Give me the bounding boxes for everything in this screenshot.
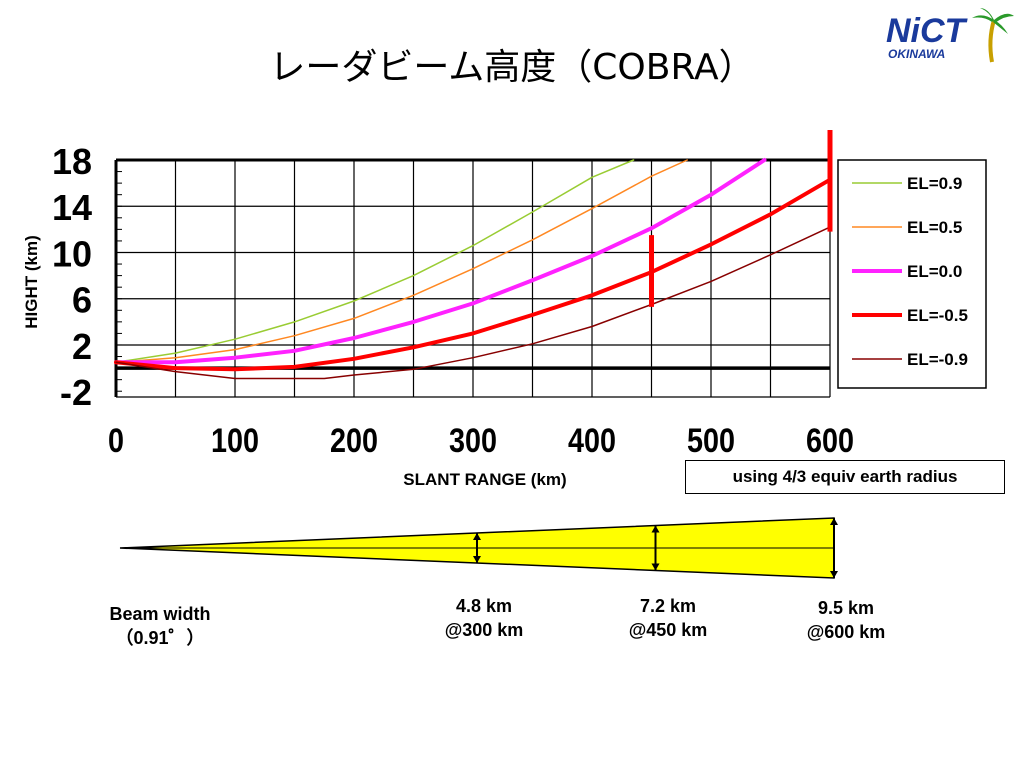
y-axis-tick-labels: -2 2 6 10 14 18 xyxy=(52,141,92,413)
beam-width-value: （0.91゜） xyxy=(115,628,205,648)
beam-width-arrows xyxy=(473,518,838,578)
chart-range-markers xyxy=(649,129,833,307)
beam-size-300: 4.8 km @300 km xyxy=(414,594,554,642)
arrow-head-down xyxy=(830,571,838,578)
chart-series xyxy=(114,158,832,380)
arrow-head-up xyxy=(473,533,481,540)
series-line xyxy=(115,159,688,364)
chart-legend: EL=0.9 EL=0.5 EL=0.0 EL=-0.5 EL=-0.9 xyxy=(837,159,987,389)
beam-size-range: @600 km xyxy=(806,622,886,642)
x-axis-label: SLANT RANGE (km) xyxy=(403,470,567,489)
beam-width-label: Beam width xyxy=(109,604,211,624)
earth-radius-note: using 4/3 equiv earth radius xyxy=(685,460,1005,494)
arrow-head-down xyxy=(473,556,481,563)
legend-label: EL=-0.5 xyxy=(907,306,968,325)
beam-size-range: @300 km xyxy=(444,620,524,640)
series-line xyxy=(115,226,831,380)
series-line xyxy=(114,158,767,365)
series-line xyxy=(114,177,832,372)
x-tick-label: 200 xyxy=(330,422,378,460)
x-tick-label: 100 xyxy=(211,422,259,460)
x-axis-tick-labels: 0 100 200 300 400 500 600 xyxy=(108,422,854,460)
beam-size-range: @450 km xyxy=(628,620,708,640)
nict-okinawa-logo: NiCT OKINAWA xyxy=(886,8,1014,63)
x-tick-label: 600 xyxy=(806,422,854,460)
x-tick-label: 500 xyxy=(687,422,735,460)
arrow-head-up xyxy=(830,518,838,525)
legend-label: EL=0.0 xyxy=(907,262,962,281)
legend-label: EL=-0.9 xyxy=(907,350,968,369)
y-tick-label: 14 xyxy=(52,187,92,228)
series-line xyxy=(115,159,635,364)
x-tick-label: 400 xyxy=(568,422,616,460)
x-tick-label: 0 xyxy=(108,422,124,460)
svg-text:OKINAWA: OKINAWA xyxy=(888,47,945,61)
arrow-head-up xyxy=(651,525,660,533)
beam-size-value: 4.8 km xyxy=(455,596,513,616)
y-tick-label: -2 xyxy=(60,372,92,413)
arrow-head-down xyxy=(651,563,660,571)
y-tick-label: 18 xyxy=(52,141,92,182)
x-tick-label: 300 xyxy=(449,422,497,460)
y-tick-label: 6 xyxy=(72,280,92,321)
legend-label: EL=0.5 xyxy=(907,218,962,237)
page-title: レーダビーム高度（COBRA） xyxy=(269,47,755,88)
beam-width-caption: Beam width （0.91゜） xyxy=(80,602,240,650)
legend-box xyxy=(837,159,987,389)
legend-label: EL=0.9 xyxy=(907,174,962,193)
y-tick-label: 2 xyxy=(72,326,92,367)
svg-text:NiCT: NiCT xyxy=(886,12,969,50)
beam-size-value: 9.5 km xyxy=(817,598,875,618)
beam-size-450: 7.2 km @450 km xyxy=(598,594,738,642)
beam-size-value: 7.2 km xyxy=(639,596,697,616)
beam-size-600: 9.5 km @600 km xyxy=(776,596,916,644)
y-tick-label: 10 xyxy=(52,233,92,274)
